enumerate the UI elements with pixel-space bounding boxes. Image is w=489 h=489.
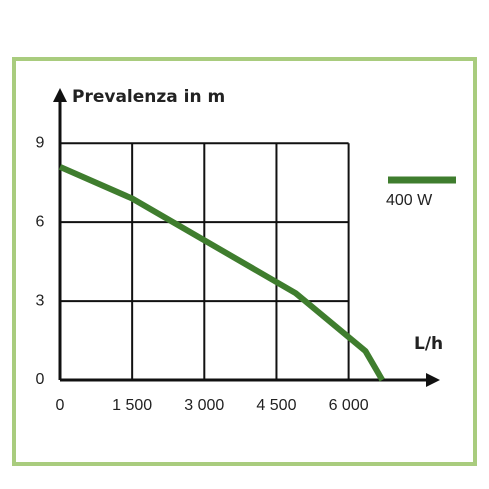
x-tick-label: 3 000 [184, 397, 224, 414]
x-tick-label: 0 [56, 397, 65, 414]
y-tick-label: 9 [36, 134, 45, 151]
y-tick-label: 0 [36, 371, 45, 388]
x-tick-label: 4 500 [256, 397, 296, 414]
x-axis-arrow [426, 373, 440, 387]
x-axis-title: L/h [414, 334, 443, 354]
x-tick-label: 6 000 [329, 397, 369, 414]
y-tick-label: 6 [36, 213, 45, 230]
data-line [58, 164, 385, 382]
x-tick-label: 1 500 [112, 397, 152, 414]
legend-label: 400 W [386, 192, 433, 209]
y-axis-title: Prevalenza in m [72, 87, 225, 107]
y-axis-arrow [53, 88, 67, 102]
y-tick-label: 3 [36, 292, 45, 309]
